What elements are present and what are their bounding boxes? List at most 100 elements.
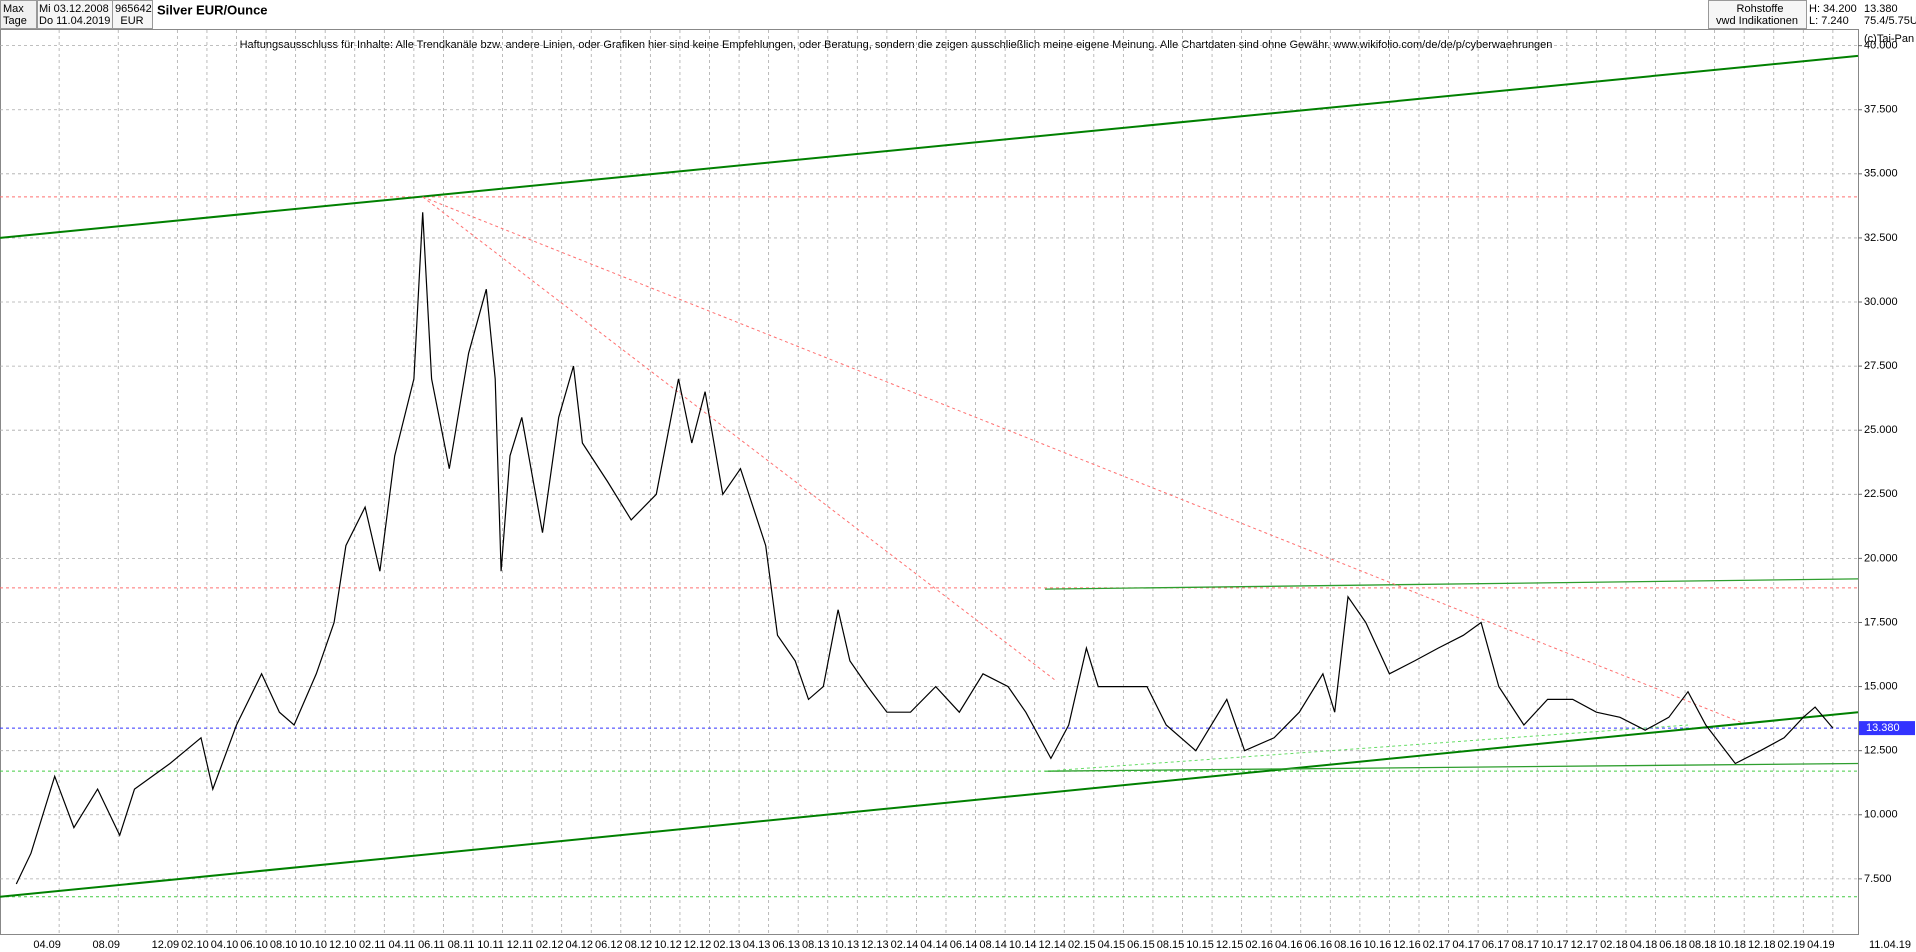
x-tick-label: 04.13 [743, 939, 771, 951]
x-tick-label: 10.16 [1364, 939, 1392, 951]
x-tick-label: 12.13 [861, 939, 889, 951]
x-tick-label: 04.10 [211, 939, 239, 951]
x-tick-label: 04.09 [33, 939, 61, 951]
x-tick-label: 08.13 [802, 939, 830, 951]
plot-frame [0, 29, 1859, 935]
x-tick-label: 06.10 [240, 939, 268, 951]
trend-line [1045, 762, 1859, 772]
x-tick-label: 02.15 [1068, 939, 1096, 951]
x-tick-label: 06.11 [418, 939, 445, 951]
x-tick-label: 12.11 [507, 939, 534, 951]
trend-line [422, 196, 1742, 723]
y-tick-label: 27.500 [1864, 360, 1898, 372]
x-tick-label: 08.10 [270, 939, 298, 951]
x-tick-label: 08.16 [1334, 939, 1362, 951]
category: Rohstoffe [1737, 3, 1784, 15]
low: L: 7.240 [1809, 15, 1849, 27]
x-tick-label: 10.18 [1718, 939, 1746, 951]
x-tick-label: 04.16 [1275, 939, 1303, 951]
x-tick-label: 10.17 [1541, 939, 1569, 951]
x-tick-label: 08.17 [1511, 939, 1539, 951]
x-tick-label: 04.19 [1807, 939, 1835, 951]
x-tick-label: 04.15 [1098, 939, 1126, 951]
y-tick-label: 12.500 [1864, 745, 1898, 757]
x-tick-label: 08.14 [979, 939, 1007, 951]
x-tick-label: 10.11 [477, 939, 504, 951]
x-tick-label: 08.18 [1689, 939, 1717, 951]
x-tick-label: 08.09 [92, 939, 120, 951]
y-tick-label: 7.500 [1864, 873, 1892, 885]
date-box [37, 0, 113, 29]
y-tick-label: 15.000 [1864, 680, 1898, 692]
x-end-label: 11.04.19 [1869, 939, 1911, 951]
x-tick-label: 04.12 [565, 939, 593, 951]
y-tick-label: 20.000 [1864, 552, 1898, 564]
price-line [15, 212, 1834, 885]
x-tick-label: 02.13 [713, 939, 741, 951]
x-tick-label: 06.14 [950, 939, 978, 951]
last: 13.380 [1864, 3, 1898, 15]
x-tick-label: 02.14 [891, 939, 919, 951]
x-tick-label: 02.19 [1778, 939, 1806, 951]
unit[interactable]: Tage [3, 15, 27, 27]
x-tick-label: 12.10 [329, 939, 357, 951]
y-tick-label: 17.500 [1864, 616, 1898, 628]
chart-title: Silver EUR/Ounce [157, 2, 268, 17]
x-tick-label: 12.09 [152, 939, 180, 951]
trend-line [1045, 578, 1859, 590]
x-tick-label: 02.12 [536, 939, 564, 951]
x-tick-label: 12.17 [1571, 939, 1599, 951]
x-tick-label: 12.16 [1393, 939, 1421, 951]
source-box [1708, 0, 1807, 29]
x-tick-label: 02.16 [1245, 939, 1273, 951]
y-tick-label: 22.500 [1864, 488, 1898, 500]
id-box [112, 0, 153, 29]
x-tick-label: 04.11 [389, 939, 416, 951]
x-tick-label: 10.12 [654, 939, 682, 951]
copyright: (c)Tai-Pan [1864, 33, 1914, 45]
x-tick-label: 04.17 [1452, 939, 1480, 951]
y-tick-label: 25.000 [1864, 424, 1898, 436]
disclaimer: Haftungsausschluss für Inhalte: Alle Tre… [240, 39, 1553, 51]
x-tick-label: 08.15 [1157, 939, 1185, 951]
x-tick-label: 12.18 [1748, 939, 1776, 951]
trend-line [0, 54, 1859, 239]
x-tick-label: 10.10 [299, 939, 327, 951]
x-tick-label: 04.14 [920, 939, 948, 951]
last-value-label: 13.380 [1866, 722, 1900, 734]
x-tick-label: 06.15 [1127, 939, 1155, 951]
x-tick-label: 02.18 [1600, 939, 1628, 951]
x-tick-label: 02.11 [359, 939, 386, 951]
y-tick-label: 32.500 [1864, 232, 1898, 244]
trend-line [0, 711, 1859, 898]
end-date: Do 11.04.2019 [39, 15, 110, 27]
period[interactable]: Max [3, 3, 24, 15]
x-tick-label: 06.13 [772, 939, 800, 951]
period-box[interactable] [0, 0, 37, 29]
info: 75.4/5.75U [1864, 15, 1916, 27]
x-tick-label: 06.18 [1659, 939, 1687, 951]
x-tick-label: 10.13 [832, 939, 860, 951]
start-date: Mi 03.12.2008 [39, 3, 109, 15]
x-tick-label: 08.11 [448, 939, 475, 951]
high: H: 34.200 [1809, 3, 1857, 15]
x-tick-label: 08.12 [625, 939, 653, 951]
x-tick-label: 04.18 [1630, 939, 1658, 951]
wkn: 965642 [115, 3, 152, 15]
y-tick-label: 35.000 [1864, 168, 1898, 180]
y-tick-label: 37.500 [1864, 104, 1898, 116]
x-tick-label: 10.14 [1009, 939, 1037, 951]
trend-line [422, 196, 1058, 682]
currency: EUR [120, 15, 143, 27]
x-tick-label: 02.17 [1423, 939, 1451, 951]
x-tick-label: 12.12 [684, 939, 712, 951]
x-tick-label: 10.15 [1186, 939, 1214, 951]
x-tick-label: 12.14 [1038, 939, 1066, 951]
x-tick-label: 06.12 [595, 939, 623, 951]
last-value-box [1859, 721, 1915, 736]
x-tick-label: 12.15 [1216, 939, 1244, 951]
y-tick-label: 30.000 [1864, 296, 1898, 308]
y-tick-label: 40.000 [1864, 40, 1898, 52]
